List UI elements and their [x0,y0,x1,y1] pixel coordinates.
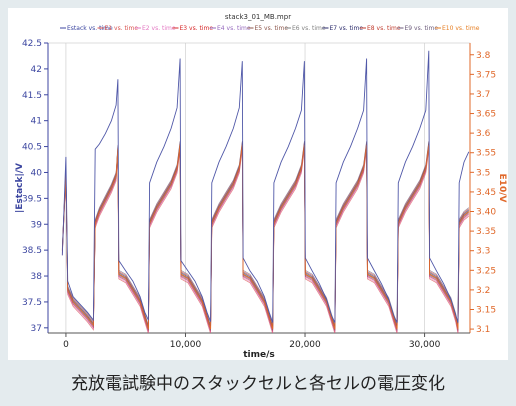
y-tick-label-right: 3.25 [476,266,496,276]
legend-entry: E2 vs. time [142,25,176,32]
y-axis-label-right: E10/V [497,174,507,203]
legend-entry: E7 vs. time [330,25,364,32]
series-line-estack [61,50,470,323]
y-tick-label-right: 3.3 [476,247,490,257]
legend-entry: E4 vs. time [217,25,251,32]
y-tick-label-left: 42 [31,65,42,75]
y-tick-label-right: 3.45 [476,188,496,198]
legend-entry: E10 vs. time [442,25,480,32]
y-tick-label-right: 3.6 [476,129,491,139]
y-axis-label-left: |Estack|/V [15,163,25,213]
x-tick-label: 10,000 [170,340,202,350]
y-tick-label-right: 3.7 [476,90,490,100]
y-tick-label-right: 3.65 [476,110,496,120]
y-tick-label-left: 39 [31,220,43,230]
y-tick-label-left: 39.5 [22,194,42,204]
series-line-cell [61,140,470,326]
y-tick-label-right: 3.40 [476,208,496,218]
y-tick-label-left: 38 [31,272,43,282]
legend-entry: E5 vs. time [255,25,289,32]
y-tick-label-left: 40.5 [22,143,42,153]
y-tick-label-right: 3.8 [476,51,491,61]
legend-entry: Estack vs. time [67,25,113,32]
series-line-cell [61,148,470,333]
y-tick-label-right: 3.15 [476,305,496,315]
y-tick-label-left: 38.5 [22,246,42,256]
legend-entry: E1 vs. time [105,25,139,32]
y-tick-label-right: 3.5 [476,168,490,178]
figure-caption: 充放電試験中のスタックセルと各セルの電圧変化 [71,374,445,394]
legend-entry: E6 vs. time [292,25,326,32]
y-tick-label-right: 3.1 [476,325,490,335]
legend-entry: E8 vs. time [367,25,401,32]
y-tick-label-left: 41 [31,117,42,127]
legend-entry: E9 vs. time [405,25,439,32]
y-tick-label-right: 3.35 [476,227,496,237]
y-tick-label-left: 37.5 [22,298,42,308]
y-tick-label-right: 3.75 [476,70,496,80]
x-tick-label: 0 [63,340,69,350]
x-axis-label: time/s [243,350,275,360]
y-tick-label-left: 37 [31,324,42,334]
legend-entry: E3 vs. time [180,25,214,32]
x-tick-label: 20,000 [289,340,321,350]
y-tick-label-left: 41.5 [22,91,42,101]
y-tick-label-left: 42.5 [22,39,42,49]
x-tick-label: 30,000 [409,340,441,350]
chart-panel: stack3_01_MB.mpr Estack vs. time E1 vs. ti… [8,8,508,360]
y-tick-label-left: 40 [31,168,43,178]
series-line-e10 [61,144,470,330]
y-tick-label-right: 3.2 [476,286,490,296]
chart-title: stack3_01_MB.mpr [225,13,291,21]
series-line-cell [61,142,470,327]
y-tick-label-right: 3.55 [476,149,496,159]
